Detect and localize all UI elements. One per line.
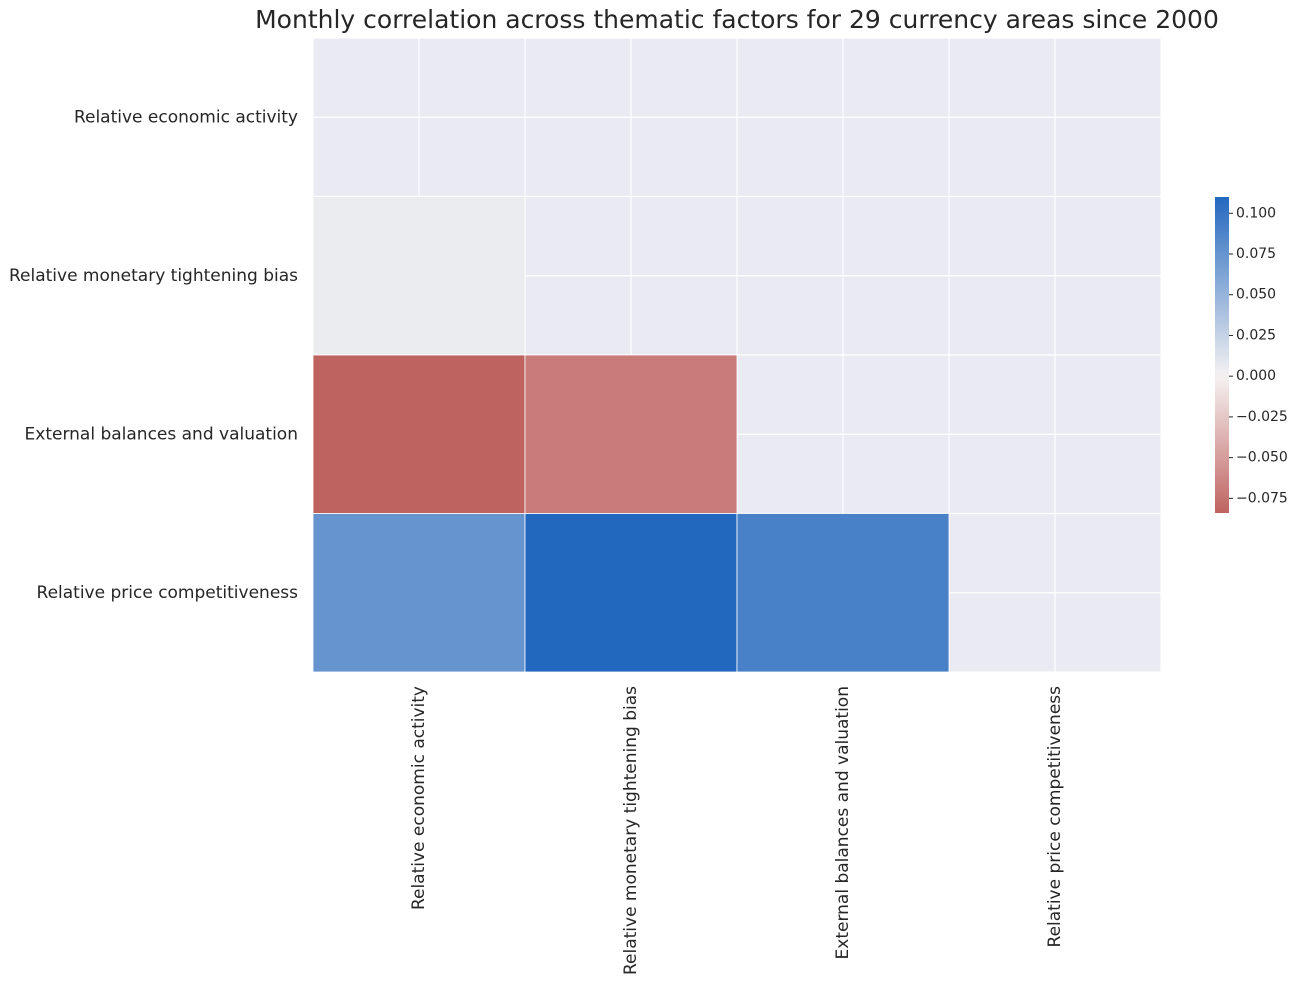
y-tick-label: Relative price competitiveness [37, 583, 299, 603]
colorbar [1215, 197, 1229, 513]
colorbar-tick-label: −0.025 [1236, 409, 1288, 425]
y-tick-label: External balances and valuation [25, 424, 298, 444]
heatmap-cell [312, 196, 526, 356]
colorbar-tick-label: −0.050 [1236, 450, 1288, 466]
x-tick-label: Relative monetary tightening bias [621, 686, 641, 975]
x-tick-label: Relative economic activity [409, 686, 429, 910]
colorbar-tick-label: 0.025 [1236, 327, 1276, 343]
colorbar-tick-label: −0.075 [1236, 490, 1288, 506]
y-tick-label: Relative economic activity [74, 107, 298, 127]
x-tick-label: External balances and valuation [833, 686, 853, 959]
heatmap-cell [524, 513, 738, 673]
colorbar-tick-label: 0.075 [1236, 246, 1276, 262]
chart-title: Monthly correlation across thematic fact… [255, 5, 1219, 34]
x-tick-label: Relative price competitiveness [1045, 686, 1065, 948]
heatmap-cell [312, 354, 526, 514]
y-tick-label: Relative monetary tightening bias [9, 266, 298, 286]
heatmap-cell [524, 354, 738, 514]
colorbar-tick-label: 0.100 [1236, 205, 1276, 221]
colorbar-tick-label: 0.000 [1236, 368, 1276, 384]
heatmap-cell [312, 513, 526, 673]
heatmap-cell [736, 513, 950, 673]
colorbar-tick-label: 0.050 [1236, 287, 1276, 303]
